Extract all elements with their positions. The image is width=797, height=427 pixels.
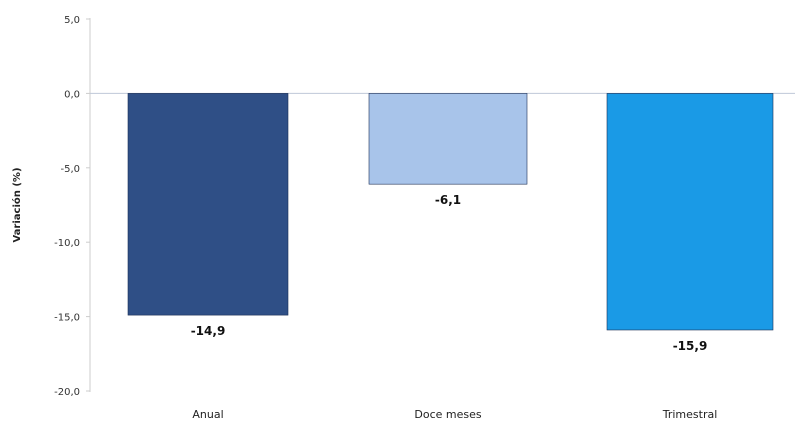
y-tick-label: -20,0 (54, 387, 80, 398)
category-label: Trimestral (662, 408, 718, 421)
category-label: Anual (192, 408, 223, 421)
y-tick-label: -10,0 (54, 238, 80, 249)
y-tick-label: -15,0 (54, 313, 80, 324)
category-label: Doce meses (414, 408, 481, 421)
y-axis-title: Variación (%) (11, 167, 23, 242)
y-tick-label: -5,0 (60, 164, 80, 175)
bar-trimestral (606, 93, 774, 331)
y-tick-label: 0,0 (64, 89, 80, 100)
y-axis: 5,0 0,0 -5,0 -10,0 -15,0 -20,0 (54, 15, 91, 398)
data-label: -6,1 (435, 193, 461, 207)
y-tick-label: 5,0 (64, 15, 80, 26)
bars (127, 93, 774, 331)
data-labels: -14,9 -6,1 -15,9 (191, 193, 708, 353)
data-label: -15,9 (673, 339, 708, 353)
bar-anual (127, 93, 289, 316)
bar-doce-meses (368, 93, 528, 185)
category-labels: Anual Doce meses Trimestral (192, 408, 717, 421)
data-label: -14,9 (191, 324, 226, 338)
